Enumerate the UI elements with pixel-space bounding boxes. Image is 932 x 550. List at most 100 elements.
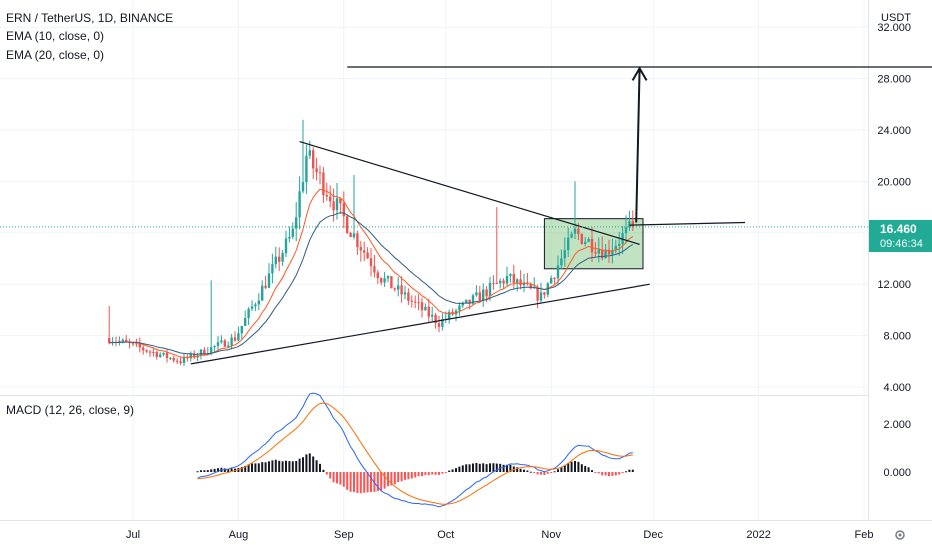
candle-body xyxy=(482,289,485,301)
candle-body xyxy=(465,299,468,303)
ema-slow-legend[interactable]: EMA (20, close, 0) xyxy=(6,48,104,62)
macd-histogram-bar xyxy=(298,458,301,472)
candle-body xyxy=(223,340,226,347)
time-tick-label: Aug xyxy=(229,529,249,541)
macd-histogram-bar xyxy=(628,469,631,472)
settings-gear-icon[interactable] xyxy=(895,530,905,540)
candle-body xyxy=(471,295,475,304)
macd-histogram-bar xyxy=(489,463,491,472)
candle-body xyxy=(135,343,138,345)
candle-body xyxy=(390,276,393,289)
candle-body xyxy=(441,319,444,327)
candle-body xyxy=(335,198,339,211)
candle-body xyxy=(329,196,332,202)
candle-body xyxy=(121,339,124,342)
drawings[interactable] xyxy=(0,66,932,365)
candle-body xyxy=(567,237,570,251)
macd-histogram-bar xyxy=(509,464,512,472)
candle-body xyxy=(495,282,498,284)
candle-body xyxy=(553,278,556,280)
macd-histogram-bar xyxy=(264,462,267,472)
candle-body xyxy=(227,345,230,347)
macd-histogram-bar xyxy=(475,462,478,472)
macd-legend[interactable]: MACD (12, 26, close, 9) xyxy=(6,403,134,417)
candle-body xyxy=(563,250,566,259)
macd-histogram-bar xyxy=(356,472,359,493)
candle-body xyxy=(233,337,237,341)
candle-body xyxy=(182,357,186,364)
candle-body xyxy=(298,191,301,218)
macd-histogram-bar xyxy=(244,465,247,472)
candle-body xyxy=(410,300,413,302)
candle-body xyxy=(295,217,298,229)
candle-body xyxy=(621,233,624,244)
macd-histogram-bar xyxy=(383,472,386,489)
candle-body xyxy=(448,311,451,319)
macd-histogram-bar xyxy=(322,469,325,472)
macd-histogram-bar xyxy=(312,456,315,472)
macd-histogram-bar xyxy=(325,472,328,475)
macd-histogram-bar xyxy=(478,463,481,472)
candle-body xyxy=(193,353,196,358)
macd-tick-label: 0.000 xyxy=(883,467,911,479)
candle-body xyxy=(485,289,488,297)
macd-histogram-bar xyxy=(305,454,308,472)
candle-body xyxy=(407,292,410,301)
macd-histogram-bar xyxy=(523,469,525,472)
symbol-title[interactable]: ERN / TetherUS, 1D, BINANCE xyxy=(6,11,173,25)
candle-body xyxy=(148,351,152,353)
time-tick-label: Feb xyxy=(855,529,874,541)
candle-body xyxy=(142,347,145,351)
candle-body xyxy=(278,256,281,262)
candle-body xyxy=(594,252,597,254)
candle-body xyxy=(220,340,223,343)
candle-body xyxy=(618,243,621,246)
macd-histogram-bar xyxy=(288,461,291,472)
trendline-2 xyxy=(629,221,746,226)
candle-body xyxy=(145,350,148,352)
macd-histogram-bar xyxy=(230,468,233,472)
macd-histogram-bar xyxy=(580,464,583,472)
candle-body xyxy=(607,249,611,255)
candle-body xyxy=(420,302,424,311)
macd-histogram-bar xyxy=(339,472,342,485)
macd-histogram-bar xyxy=(332,472,335,483)
candle-body xyxy=(512,273,515,283)
candle-body xyxy=(628,221,631,228)
macd-histogram-bar xyxy=(359,472,362,494)
macd-histogram-bar xyxy=(393,472,396,485)
macd-histogram-bar xyxy=(407,472,410,480)
grid xyxy=(0,0,868,520)
candle-body xyxy=(397,285,400,290)
macd-histogram-bar xyxy=(308,453,311,472)
candle-body xyxy=(301,182,305,192)
macd-histogram-bar xyxy=(601,472,604,476)
target-arrow-head xyxy=(631,66,648,81)
candle-body xyxy=(264,285,267,288)
ema-fast-legend[interactable]: EMA (10, close, 0) xyxy=(6,29,104,43)
macd-histogram-bar xyxy=(495,463,498,472)
macd-histogram-bar xyxy=(625,471,627,473)
signal-line xyxy=(197,402,633,505)
macd-histogram-bar xyxy=(550,472,553,473)
candle-body xyxy=(488,282,492,297)
macd-histogram-bar xyxy=(567,463,570,472)
macd-pane xyxy=(196,392,634,508)
macd-histogram-bar xyxy=(410,472,413,479)
macd-histogram-bar xyxy=(285,460,287,472)
macd-histogram-bar xyxy=(536,472,539,475)
macd-histogram-bar xyxy=(417,472,420,477)
macd-histogram-bar xyxy=(560,467,563,472)
macd-histogram-bar xyxy=(400,472,403,482)
candle-body xyxy=(417,302,420,304)
ema-20-line xyxy=(109,212,634,355)
candle-body xyxy=(424,306,427,311)
macd-histogram-bar xyxy=(329,472,332,479)
candle-body xyxy=(431,314,434,317)
price-tick-label: 28.000 xyxy=(877,74,911,86)
candle-body xyxy=(604,249,607,259)
candle-body xyxy=(349,232,352,238)
candle-body xyxy=(159,354,162,357)
candle-body xyxy=(369,258,373,267)
